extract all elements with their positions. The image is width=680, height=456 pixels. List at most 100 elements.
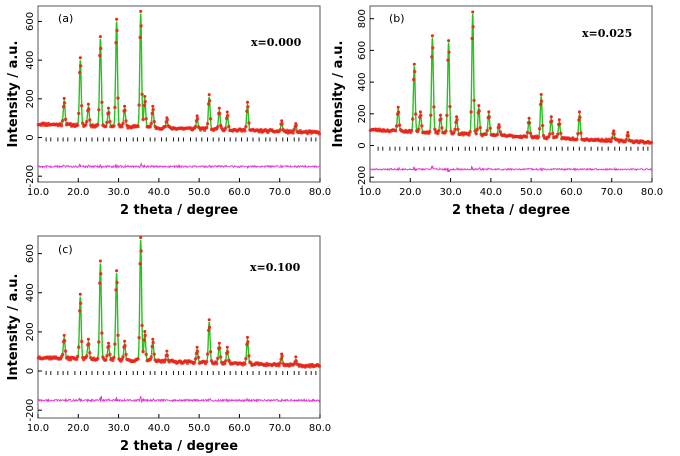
observed-point [420,124,424,128]
x-axis-label: 2 theta / degree [120,203,238,218]
peak-marker [455,115,459,119]
observed-point [550,119,554,124]
x-tick-label: 20.0 [67,423,89,434]
observed-point [555,135,559,139]
observed-point [612,132,616,136]
observed-point [410,128,414,133]
x-tick-label: 70.0 [269,423,291,434]
peak-marker [578,110,581,114]
observed-point [88,351,92,355]
difference-curve [37,395,321,403]
observed-point [105,120,109,125]
observed-point [495,132,499,137]
peak-marker [86,337,90,341]
peak-marker [225,110,229,114]
x-tick-label: 30.0 [107,423,129,434]
x-tick-label: 60.0 [560,187,582,198]
observed-point [62,339,67,343]
x-tick-label: 70.0 [269,187,291,198]
observed-point [195,349,200,354]
observed-point [244,356,248,361]
observed-point [105,354,109,358]
observed-point [478,125,482,130]
peak-marker [280,352,284,356]
y-tick-label: 600 [357,41,368,60]
observed-point [115,280,119,285]
panel-a: (a) x=0.000 2 theta / degree Intensity /… [6,5,331,218]
observed-point [97,108,101,112]
peak-marker [195,114,199,118]
observed-point [206,328,211,332]
observed-point [137,103,141,107]
observed-point [98,281,102,285]
peak-marker [151,104,155,108]
observed-point [123,344,127,348]
observed-point [470,36,474,41]
observed-point [624,137,628,142]
observed-point [469,110,473,114]
observed-point [477,109,481,113]
observed-point [247,121,251,125]
observed-point [218,346,222,350]
observed-point [192,360,197,365]
x-tick-label: 10.0 [27,423,49,434]
observed-point [62,101,67,105]
observed-point [537,127,542,131]
observed-point [142,103,146,108]
x-axis-label: 2 theta / degree [452,203,570,218]
observed-point [292,127,296,132]
observed-point [559,131,563,135]
y-axis-label: Intensity / a.u. [6,274,21,381]
peak-marker [539,93,543,96]
observed-point [96,356,100,361]
peak-marker [165,349,169,353]
peak-marker [549,115,553,119]
observed-point [472,98,476,103]
observed-point [243,362,247,366]
observed-point [140,323,144,328]
observed-point [243,129,247,133]
observed-point [76,123,80,128]
observed-point [610,136,614,140]
x-tick-label: 60.0 [228,423,250,434]
observed-point [79,64,83,68]
series-layer [368,10,654,173]
observed-point [80,339,84,344]
observed-point [446,58,450,62]
observed-point [136,124,140,129]
observed-point [80,104,84,108]
observed-point [547,135,551,139]
observed-point [113,342,117,346]
observed-point [107,111,111,115]
observed-point [246,105,250,109]
peak-marker [207,93,211,97]
series-layer [36,236,322,403]
observed-point [98,53,102,58]
observed-point [85,354,89,358]
observed-point [143,333,147,338]
peak-marker [477,104,481,108]
observed-point [245,342,249,347]
observed-point [143,99,147,104]
x-tick-label: 60.0 [228,187,250,198]
observed-point [116,333,120,337]
peak-marker [62,96,66,100]
panel-label: (a) [58,12,73,25]
observed-point [124,119,128,123]
peak-marker [612,129,616,133]
peak-marker [139,9,143,13]
observed-point [149,122,153,126]
observed-point [207,325,212,330]
peak-marker [626,131,630,134]
observed-point [139,249,143,253]
observed-point [219,355,223,359]
difference-curve [369,165,652,173]
observed-point [99,46,103,51]
y-tick-label: 800 [357,9,368,28]
y-axis-label: Intensity / a.u. [6,41,21,148]
axis-ticks: 10.0 20.0 30.0 40.0 50.0 60.0 70.0 80.0 -200 0 200… [25,244,331,434]
axis-ticks: 10.0 20.0 30.0 40.0 50.0 60.0 70.0 80.0 -200 0 200… [357,9,663,198]
observed-point [245,109,249,114]
observed-point [152,352,156,356]
